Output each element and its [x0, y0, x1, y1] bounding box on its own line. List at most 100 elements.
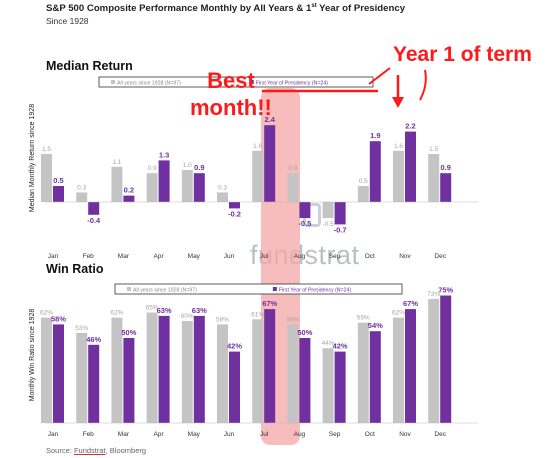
legend-swatch-all	[111, 80, 115, 84]
data-label: 61%	[251, 311, 264, 318]
bar-all-years	[217, 324, 228, 423]
legend-label-first: First Year of Presidency (N=24)	[279, 288, 351, 294]
bar-all-years	[76, 332, 88, 423]
data-label: 1.9	[370, 131, 380, 140]
bar-first-year	[369, 141, 381, 202]
legend-swatch-all	[127, 287, 131, 291]
bar-first-year	[123, 195, 135, 202]
bar-first-year	[440, 173, 452, 202]
year-one-arrow-curve	[419, 69, 427, 101]
data-label: -0.5	[322, 221, 334, 228]
y-axis-label: Monthly Win Ratio since 1928	[29, 309, 36, 402]
data-label: 67%	[403, 299, 418, 308]
bar-first-year	[158, 160, 170, 202]
legend-swatch-first	[249, 80, 254, 84]
bar-first-year	[53, 324, 64, 423]
x-tick-label: Oct	[365, 253, 375, 260]
bar-all-years	[357, 186, 369, 202]
x-tick-label: Jul	[260, 431, 269, 438]
x-tick-label: Mar	[118, 253, 130, 260]
data-label: 1.5	[429, 146, 438, 153]
subtitle: Since 1928	[46, 16, 89, 26]
bar-all-years	[428, 154, 440, 202]
x-tick-label: Dec	[434, 431, 446, 438]
x-tick-label: Dec	[434, 253, 446, 260]
data-label: -0.7	[334, 225, 347, 234]
legend-label-first: First Year of Presidency (N=24)	[256, 81, 328, 87]
bar-all-years	[357, 322, 369, 423]
data-label: 42%	[227, 342, 242, 351]
x-tick-label: May	[188, 253, 201, 260]
data-label: 0.9	[194, 163, 204, 172]
bar-all-years	[76, 192, 88, 202]
data-label: 0.3	[218, 184, 227, 191]
bar-all-years	[287, 173, 299, 202]
bar-all-years	[111, 166, 123, 202]
data-label: 58%	[286, 316, 299, 323]
legend-label-all: All years since 1928 (N=97)	[133, 288, 197, 294]
bar-first-year	[123, 338, 135, 423]
x-tick-label: May	[188, 431, 201, 438]
x-tick-label: Sep	[329, 431, 341, 438]
data-label: 0.9	[148, 165, 157, 172]
year-one-arrow-left	[368, 67, 391, 85]
legend-label-all: All years since 1928 (N=97)	[117, 81, 181, 87]
median-return-chart: Median Monthly Return since 1928 All year…	[29, 76, 478, 260]
bar-first-year	[88, 202, 100, 215]
bar-first-year	[264, 309, 276, 423]
data-label: 0.2	[124, 186, 134, 195]
x-tick-label: Jun	[224, 253, 235, 260]
legend-swatch-first	[272, 287, 277, 291]
year-one-annotation: Year 1 of term	[393, 43, 532, 66]
best-month-annotation: Best month!!	[190, 68, 272, 120]
legend-box	[114, 283, 403, 295]
bar-all-years	[111, 317, 123, 423]
data-label: 63%	[192, 306, 207, 315]
data-label: 46%	[86, 335, 101, 344]
data-label: 0.9	[288, 165, 297, 172]
x-tick-label: Jul	[260, 253, 269, 260]
bar-first-year	[334, 202, 346, 225]
bar-all-years	[41, 317, 52, 423]
data-label: 50%	[297, 328, 312, 337]
bar-first-year	[229, 351, 240, 423]
data-label: -0.5	[298, 219, 311, 228]
data-label: 62%	[392, 310, 405, 317]
source-note: Source: Fundstrat, Bloomberg	[46, 446, 147, 455]
data-label: 1.6	[253, 143, 262, 150]
bar-all-years	[181, 170, 193, 202]
bar-first-year	[53, 186, 64, 202]
bar-first-year	[88, 344, 100, 423]
bar-all-years	[252, 150, 264, 202]
data-label: 1.3	[159, 150, 169, 159]
x-tick-label: Nov	[399, 253, 411, 260]
bar-first-year	[229, 202, 240, 209]
data-label: 59%	[357, 315, 370, 322]
bar-first-year	[299, 338, 311, 423]
data-label: 42%	[333, 342, 348, 351]
x-tick-label: Jun	[224, 431, 235, 438]
bar-all-years	[393, 150, 404, 202]
annotation-arrows	[262, 67, 427, 108]
bar-all-years	[217, 192, 228, 202]
data-label: 1.6	[394, 143, 403, 150]
data-label: 62%	[110, 310, 123, 317]
data-label: 2.2	[405, 122, 415, 131]
bar-all-years	[146, 173, 158, 202]
data-label: 44%	[322, 340, 335, 347]
data-label: -0.4	[87, 216, 101, 225]
bar-first-year	[264, 125, 276, 202]
x-tick-label: Oct	[365, 431, 375, 438]
data-label: 65%	[146, 305, 159, 312]
data-label: 1.1	[112, 159, 121, 166]
x-tick-label: Aug	[294, 431, 306, 438]
data-label: 0.3	[77, 184, 86, 191]
bar-first-year	[193, 173, 205, 202]
bar-all-years	[428, 298, 440, 423]
bar-first-year	[369, 331, 381, 423]
x-tick-label: Mar	[118, 431, 130, 438]
data-label: 58%	[51, 314, 66, 323]
bar-first-year	[440, 295, 452, 423]
data-label: 2.4	[264, 115, 275, 124]
